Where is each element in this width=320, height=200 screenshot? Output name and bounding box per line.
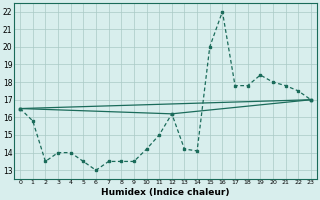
X-axis label: Humidex (Indice chaleur): Humidex (Indice chaleur) <box>101 188 230 197</box>
